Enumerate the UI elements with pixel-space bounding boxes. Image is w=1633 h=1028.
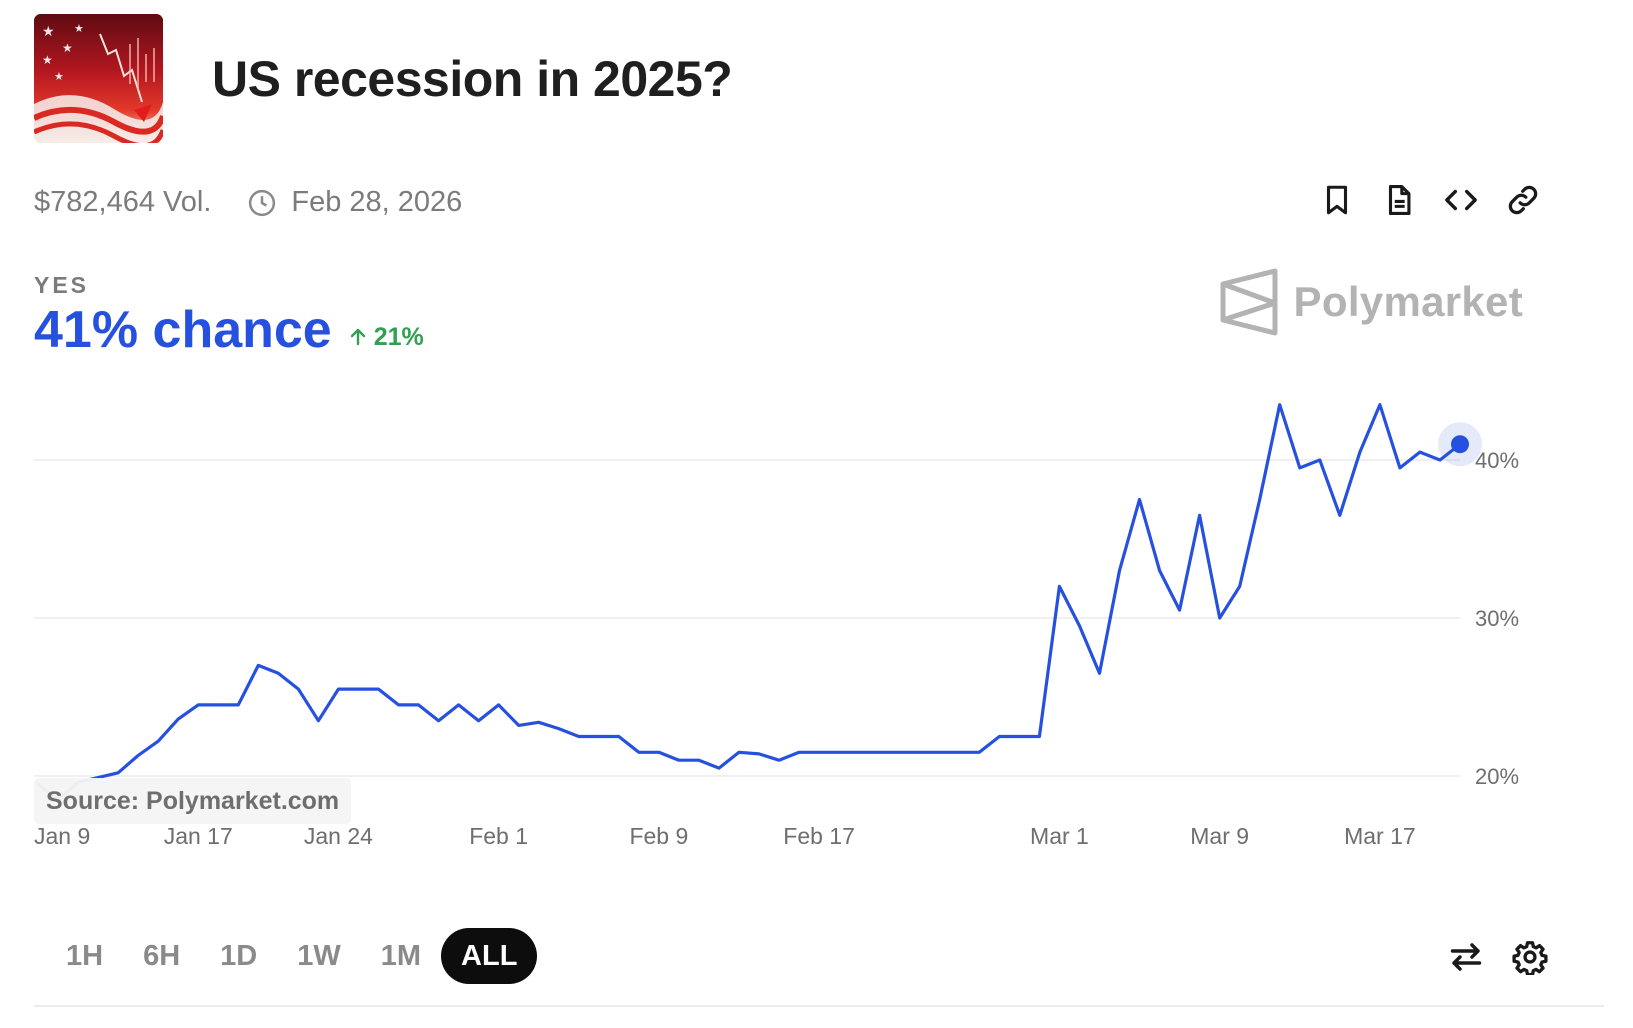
brand-name: Polymarket <box>1293 278 1523 325</box>
last-point-marker <box>1451 435 1469 454</box>
market-meta: $782,464 Vol. Feb 28, 2026 <box>34 186 462 219</box>
chance-display: 41% chance 21% <box>34 300 424 360</box>
x-tick-label: Jan 17 <box>164 823 233 849</box>
x-tick-label: Jan 24 <box>304 823 373 849</box>
x-tick-label: Feb 1 <box>469 823 528 849</box>
x-tick-label: Mar 17 <box>1344 823 1416 849</box>
series-line <box>36 403 1462 802</box>
svg-text:★: ★ <box>42 53 53 67</box>
swap-arrows-icon[interactable] <box>1447 938 1485 976</box>
market-actions <box>1293 182 1541 218</box>
svg-text:★: ★ <box>62 41 73 55</box>
gear-icon[interactable] <box>1511 938 1549 976</box>
arrow-up-icon <box>350 328 365 346</box>
range-1d-button[interactable]: 1D <box>220 940 258 972</box>
x-tick-label: Feb 17 <box>783 823 855 849</box>
volume-text: $782,464 Vol. <box>34 186 212 218</box>
time-range-selector: 1H 6H 1D 1W 1M ALL <box>46 928 538 984</box>
svg-text:★: ★ <box>54 70 64 83</box>
market-thumbnail: ★ ★ ★ ★ ★ <box>34 14 163 143</box>
clock-icon <box>247 188 277 218</box>
embed-code-icon[interactable] <box>1443 182 1479 218</box>
price-chart[interactable]: 20% 30% 40% Jan 9 Jan 17 Jan 24 Feb 1 Feb 9 Feb … <box>0 370 1633 890</box>
svg-text:★: ★ <box>74 22 84 35</box>
link-icon[interactable] <box>1505 182 1541 218</box>
x-tick-label: Mar 1 <box>1030 823 1089 849</box>
range-1w-button[interactable]: 1W <box>297 940 341 972</box>
range-6h-button[interactable]: 6H <box>143 940 181 972</box>
source-label: Source: Polymarket.com <box>34 778 352 824</box>
polymarket-logo-icon <box>1220 268 1278 336</box>
x-tick-label: Jan 9 <box>34 823 90 849</box>
bookmark-icon[interactable] <box>1319 182 1355 218</box>
us-flag-falling-chart-image: ★ ★ ★ ★ ★ <box>34 14 163 143</box>
change-badge: 21% <box>348 323 424 352</box>
end-date-text: Feb 28, 2026 <box>291 186 463 218</box>
chance-value: 41% chance <box>34 301 332 359</box>
source-text: Source: Polymarket.com <box>46 786 340 815</box>
chart-tools <box>1421 938 1549 976</box>
range-1h-button[interactable]: 1H <box>66 940 104 972</box>
market-title: US recession in 2025? <box>212 51 733 107</box>
price-chart-svg: 20% 30% 40% Jan 9 Jan 17 Jan 24 Feb 1 Feb 9 Feb … <box>34 403 1519 849</box>
outcome-label: YES <box>34 272 90 298</box>
bottom-divider <box>34 1005 1604 1007</box>
x-tick-label: Feb 9 <box>629 823 688 849</box>
y-tick-label: 20% <box>1475 764 1519 789</box>
range-all-button[interactable]: ALL <box>441 928 538 984</box>
svg-text:★: ★ <box>42 24 55 40</box>
y-tick-label: 40% <box>1475 448 1519 473</box>
y-tick-label: 30% <box>1475 606 1519 631</box>
change-value: 21% <box>373 322 424 351</box>
x-tick-label: Mar 9 <box>1190 823 1249 849</box>
document-icon[interactable] <box>1381 182 1417 218</box>
polymarket-logo: Polymarket <box>1218 268 1523 336</box>
range-1m-button[interactable]: 1M <box>380 940 422 972</box>
